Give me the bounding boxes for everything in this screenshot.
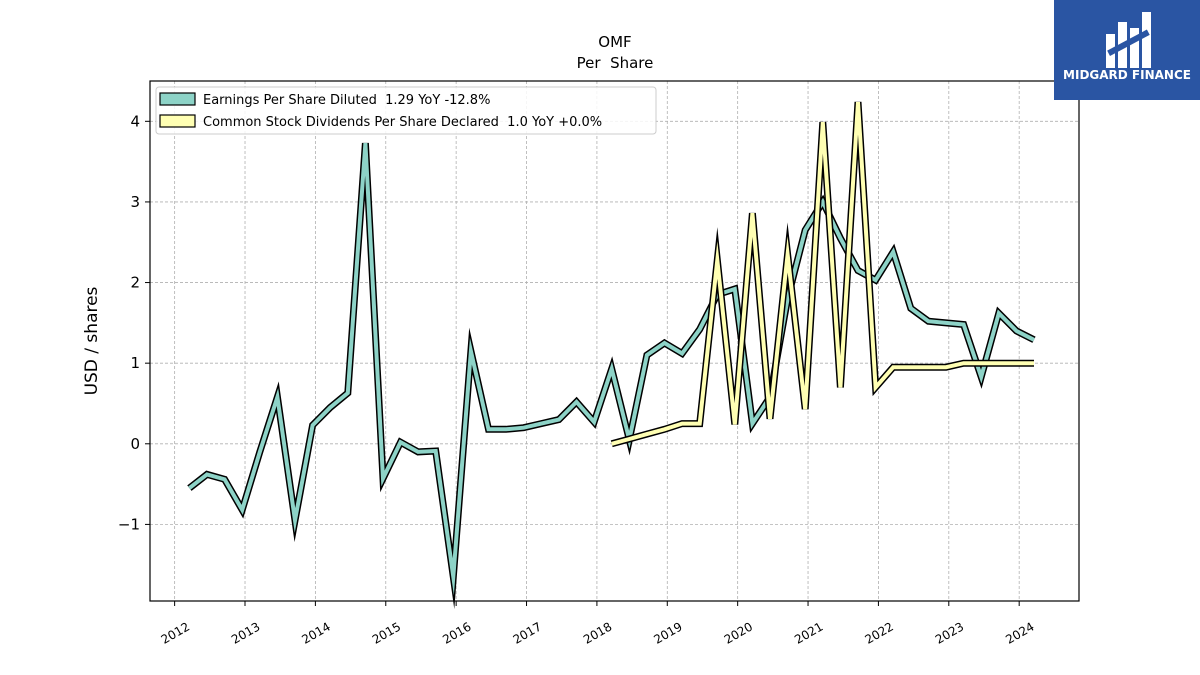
x-tick-label: 2016 (440, 619, 473, 646)
series-1 (610, 101, 1034, 448)
series-0 (187, 142, 1036, 610)
x-tick-label: 2024 (1003, 619, 1036, 646)
x-axis: 2012 2013 2014 2015 2016 2017 2018 2019 2020 2021… (159, 601, 1037, 647)
chart-title: OMF (598, 33, 631, 51)
legend-swatch-dividends (159, 114, 196, 128)
y-tick-label: 1 (130, 354, 140, 372)
y-tick-label: 4 (130, 112, 140, 130)
brand-logo: MIDGARD FINANCE (1054, 0, 1200, 100)
series-line-outline (187, 142, 1036, 610)
y-tick-label: 2 (130, 274, 140, 292)
series-line (188, 142, 1035, 596)
series-layer (187, 101, 1036, 610)
y-axis: −1 0 1 2 3 4 (118, 112, 150, 533)
brand-logo-icon (1106, 12, 1151, 68)
x-tick-label: 2018 (581, 619, 614, 646)
grid (150, 81, 1079, 601)
x-tick-label: 2014 (299, 619, 332, 646)
x-tick-label: 2015 (370, 619, 403, 646)
y-tick-label: 0 (130, 435, 140, 453)
brand-name: MIDGARD FINANCE (1063, 68, 1191, 82)
x-tick-label: 2020 (722, 619, 755, 646)
x-tick-label: 2021 (792, 619, 825, 646)
legend-label-eps: Earnings Per Share Diluted 1.29 YoY -12.… (203, 93, 490, 108)
legend-swatch-eps (159, 92, 196, 106)
y-axis-label: USD / shares (82, 286, 102, 395)
legend: Earnings Per Share Diluted 1.29 YoY -12.… (155, 86, 657, 135)
y-tick-label: 3 (130, 193, 140, 211)
legend-label-dividends: Common Stock Dividends Per Share Declare… (203, 115, 602, 130)
x-tick-label: 2017 (511, 619, 544, 646)
x-tick-label: 2013 (229, 619, 262, 646)
series-line (611, 101, 1034, 446)
x-tick-label: 2022 (862, 619, 895, 646)
x-tick-label: 2019 (651, 619, 684, 646)
x-tick-label: 2023 (933, 619, 966, 646)
plot-frame (149, 80, 1080, 602)
legend-box (155, 86, 657, 135)
x-tick-label: 2012 (159, 619, 192, 646)
y-tick-label: −1 (118, 515, 140, 533)
chart-subtitle: Per Share (577, 54, 654, 72)
